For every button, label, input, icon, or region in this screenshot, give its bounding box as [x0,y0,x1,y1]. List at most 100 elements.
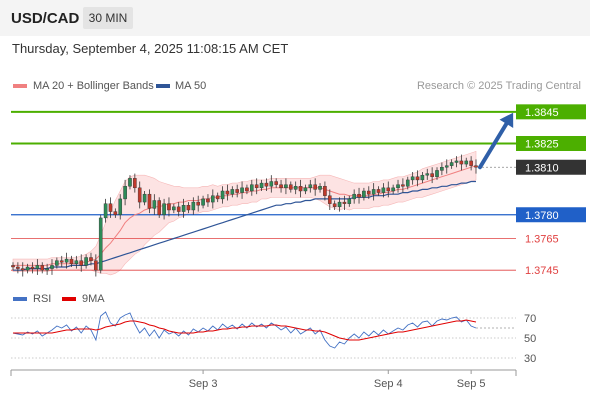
rsi-legend-label: RSI [33,293,52,305]
level-label-1.3780: 1.3780 [525,210,559,222]
bollinger-bands [12,150,477,276]
candlesticks [11,154,478,277]
candle-body [240,187,244,193]
candle-body [172,206,176,211]
candle-body [167,203,171,211]
candle-body [11,265,15,268]
candle-body [342,201,347,204]
candle-body [16,266,20,269]
candle-body [454,160,459,163]
candle-body [191,201,196,211]
candle-body [230,189,235,195]
timeframe-badge[interactable]: 30 MIN [83,7,133,29]
candle-body [50,265,54,269]
ma50-legend-swatch [156,84,170,88]
candle-body [391,187,395,192]
candle-body [474,165,478,168]
candle-body [254,184,259,189]
forecast-arrow [478,112,514,170]
candle-body [405,179,410,187]
candle-body [98,217,103,271]
candle-body [401,184,405,187]
candle-body [196,201,201,206]
candle-body [79,260,84,266]
forecast-arrow-head [499,112,514,128]
candle-body [74,260,79,265]
candle-body [84,257,88,266]
level-tag-1.3825 [516,136,586,151]
candle-body [420,174,425,181]
rsi-level-label-30: 30 [524,353,536,365]
time-tick-label: Sep 5 [457,378,486,390]
candle-body [430,173,434,177]
candle-body [181,205,186,212]
candle-body [313,184,317,190]
bollinger-band-area [12,150,477,276]
time-tick-label: Sep 4 [374,378,403,390]
candle-body [357,193,361,198]
candle-body [279,184,283,189]
candle-body [415,176,420,181]
candle-body [269,181,274,187]
candle-body [35,265,40,269]
candle-body [128,178,132,187]
rsi-panel: 70 50 30 [11,311,536,365]
candle-body [215,195,220,200]
candle-body [103,203,108,219]
candle-body [176,206,181,212]
candle-body [245,187,249,192]
candle-body [289,184,293,190]
candle-body [59,260,64,263]
chart-header: USD/CAD 30 MIN [0,0,590,36]
rsi-level-label-50: 50 [524,333,536,345]
candle-body [118,198,123,215]
candle-body [45,268,49,271]
ma50-line [13,180,476,271]
candle-body [308,184,313,189]
candle-body [25,266,30,271]
rsi-ma-line [13,319,477,341]
candle-body [211,195,215,203]
rsi-line [12,311,477,349]
rsi-legend-swatch [13,297,27,301]
candle-body [235,189,239,193]
candle-body [137,187,142,203]
candle-body [264,182,269,187]
level-tag-1.3810 [516,159,586,175]
candle-body [337,201,342,208]
candle-body [332,203,337,208]
candle-body [206,198,210,203]
candle-body [293,186,298,190]
level-label-1.3765: 1.3765 [525,234,559,246]
candle-body [469,160,473,166]
candle-body [366,190,371,195]
time-tick-label: Sep 3 [189,378,218,390]
candle-body [381,187,386,193]
candle-body [327,195,332,204]
candle-body [89,257,93,261]
level-tag-1.3845 [516,104,586,120]
ma20-line [13,165,477,266]
candle-body [459,160,464,165]
timestamp: Thursday, September 4, 2025 11:08:15 AM … [12,41,289,56]
candle-body [352,193,356,200]
candle-body [55,260,59,266]
candle-body [347,198,352,204]
candle-body [386,187,391,192]
candle-body [186,205,191,211]
candle-body [464,160,469,165]
candle-body [225,190,230,195]
candle-body [152,200,157,209]
candle-body [435,170,439,177]
level-label-1.3810: 1.3810 [525,162,559,174]
rsi-level-label-70: 70 [524,313,536,325]
candle-body [323,186,327,196]
candle-body [20,268,25,271]
candle-body [376,189,381,193]
candle-body [108,203,113,212]
candle-body [220,190,225,200]
level-label-1.3825: 1.3825 [525,139,559,151]
candle-body [318,186,322,190]
ma20-legend-swatch [13,84,27,88]
